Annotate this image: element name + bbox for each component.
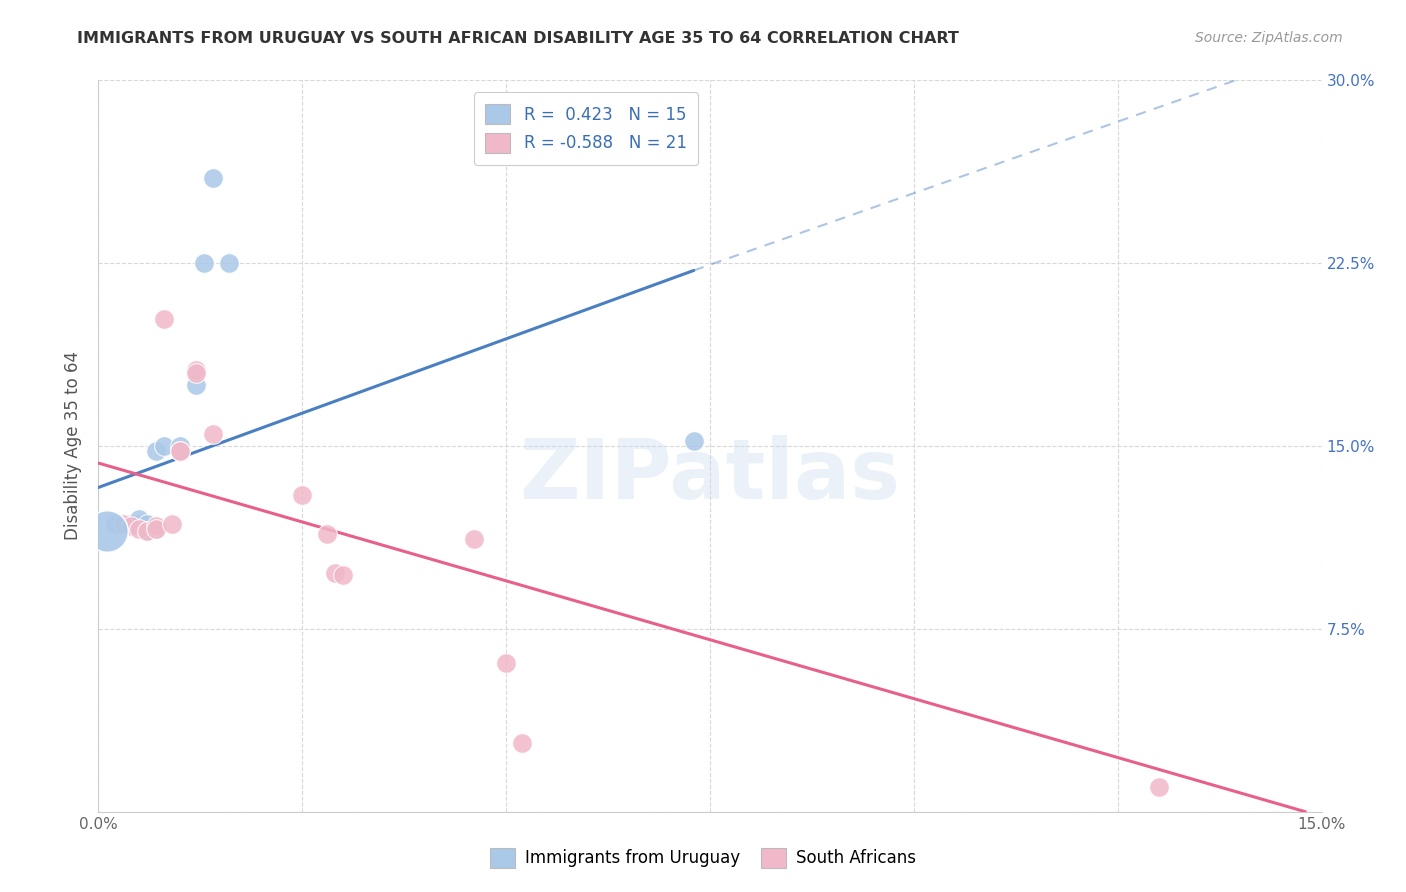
Point (145, 443, 167, 458)
Text: ZIPatlas: ZIPatlas (520, 434, 900, 516)
Text: Source: ZipAtlas.com: Source: ZipAtlas.com (1195, 31, 1343, 45)
Point (218, 256, 240, 270)
Point (169, 443, 191, 458)
Point (128, 522, 150, 536)
Point (495, 656, 517, 670)
Point (291, 488, 314, 502)
Legend: Immigrants from Uruguay, South Africans: Immigrants from Uruguay, South Africans (484, 841, 922, 875)
Point (512, 736, 534, 750)
Point (1147, 780, 1170, 795)
Point (463, 532, 485, 546)
Point (193, 256, 215, 270)
Point (136, 524, 159, 539)
Point (323, 566, 346, 580)
Point (136, 516, 159, 531)
Point (152, 312, 174, 326)
Point (186, 378, 208, 392)
Y-axis label: Disability Age 35 to 64: Disability Age 35 to 64 (65, 351, 83, 541)
Point (186, 366, 208, 380)
Point (145, 522, 167, 536)
Point (96, 524, 118, 539)
Point (120, 516, 142, 531)
Point (145, 522, 167, 536)
Point (104, 516, 127, 531)
Point (169, 439, 191, 453)
Point (111, 516, 134, 531)
Point (120, 519, 142, 533)
Point (128, 516, 150, 531)
Point (186, 363, 208, 377)
Text: IMMIGRANTS FROM URUGUAY VS SOUTH AFRICAN DISABILITY AGE 35 TO 64 CORRELATION CHA: IMMIGRANTS FROM URUGUAY VS SOUTH AFRICAN… (77, 31, 959, 46)
Point (332, 568, 354, 582)
Point (315, 526, 337, 541)
Point (145, 519, 167, 533)
Point (201, 170, 224, 185)
Point (152, 439, 174, 453)
Point (682, 434, 704, 449)
Point (136, 524, 159, 539)
Legend: R =  0.423   N = 15, R = -0.588   N = 21: R = 0.423 N = 15, R = -0.588 N = 21 (474, 92, 699, 165)
Point (201, 426, 224, 441)
Point (169, 443, 191, 458)
Point (160, 516, 183, 531)
Point (128, 512, 150, 526)
